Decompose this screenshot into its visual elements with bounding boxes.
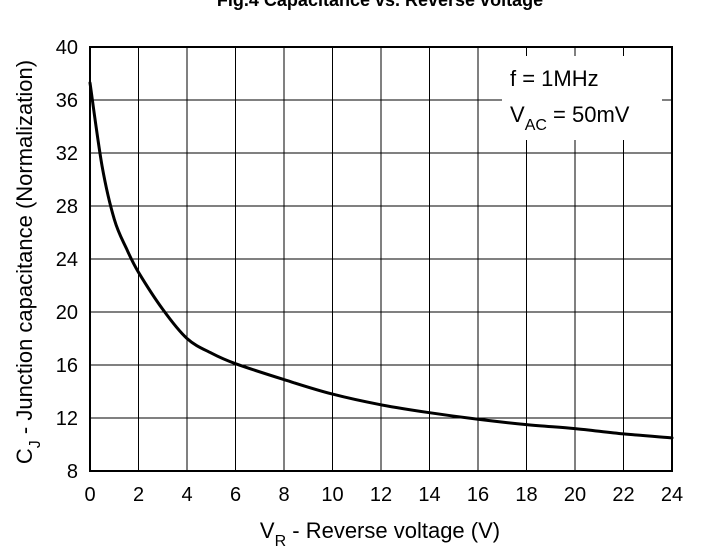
y-axis-label-main: C [12,448,37,464]
capacitance-curve [88,81,674,440]
y-tick-label: 40 [56,37,78,59]
vac-annotation-rest: = 50mV [547,102,630,127]
frequency-annotation: f = 1MHz [510,66,599,91]
y-axis-label-rest: - Junction capacitance (Normalization) [12,60,37,440]
x-tick-label: 24 [661,484,683,506]
y-tick-label: 36 [56,90,78,112]
y-tick-labels: 8 12 16 20 24 28 32 36 40 [56,37,78,483]
x-tick-label: 4 [181,484,192,506]
y-axis-label: CJ - Junction capacitance (Normalization… [12,60,44,464]
x-tick-label: 10 [321,484,343,506]
x-axis-label-sub: R [275,533,287,550]
x-tick-label: 20 [564,484,586,506]
x-axis-label-main: V [260,518,275,543]
y-tick-label: 20 [56,302,78,324]
x-tick-label: 16 [467,484,489,506]
vac-annotation-sub: AC [525,117,547,134]
vac-annotation-main: V [510,102,525,127]
annotation-box [502,56,662,140]
x-tick-labels: 0 2 4 6 8 10 12 14 16 18 20 22 24 [84,484,683,506]
y-tick-label: 16 [56,355,78,377]
vac-annotation: VAC = 50mV [510,102,630,134]
x-tick-label: 0 [84,484,95,506]
y-tick-label: 28 [56,196,78,218]
x-axis-label-rest: - Reverse voltage (V) [286,518,500,543]
y-tick-label: 24 [56,249,78,271]
y-tick-label: 32 [56,143,78,165]
y-tick-label: 12 [56,408,78,430]
x-tick-label: 22 [612,484,634,506]
x-tick-label: 12 [370,484,392,506]
plot-area [89,46,673,472]
x-tick-label: 18 [515,484,537,506]
x-tick-label: 6 [230,484,241,506]
y-axis-label-sub: J [27,440,44,448]
chart-title: Fig.4 Capacitance vs. Reverse voltage [217,0,543,10]
x-tick-label: 8 [278,484,289,506]
x-tick-label: 2 [133,484,144,506]
x-axis-label: VR - Reverse voltage (V) [260,518,500,550]
y-tick-label: 8 [67,461,78,483]
x-tick-label: 14 [418,484,440,506]
